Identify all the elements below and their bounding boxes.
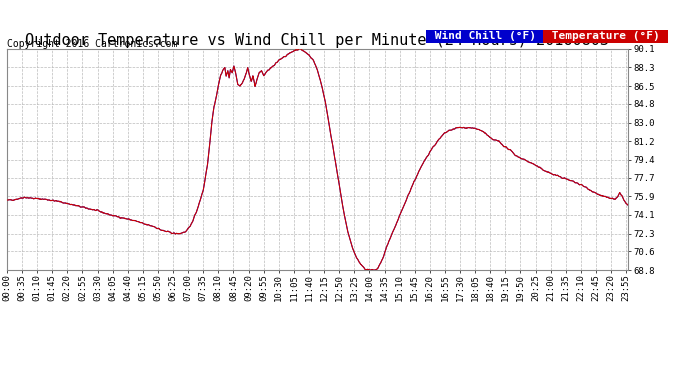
Text: Copyright 2016 Cartronics.com: Copyright 2016 Cartronics.com	[7, 39, 177, 50]
Title: Outdoor Temperature vs Wind Chill per Minute (24 Hours) 20160803: Outdoor Temperature vs Wind Chill per Mi…	[26, 33, 609, 48]
Text: Temperature (°F): Temperature (°F)	[545, 32, 667, 41]
Text: Wind Chill (°F): Wind Chill (°F)	[428, 32, 542, 41]
